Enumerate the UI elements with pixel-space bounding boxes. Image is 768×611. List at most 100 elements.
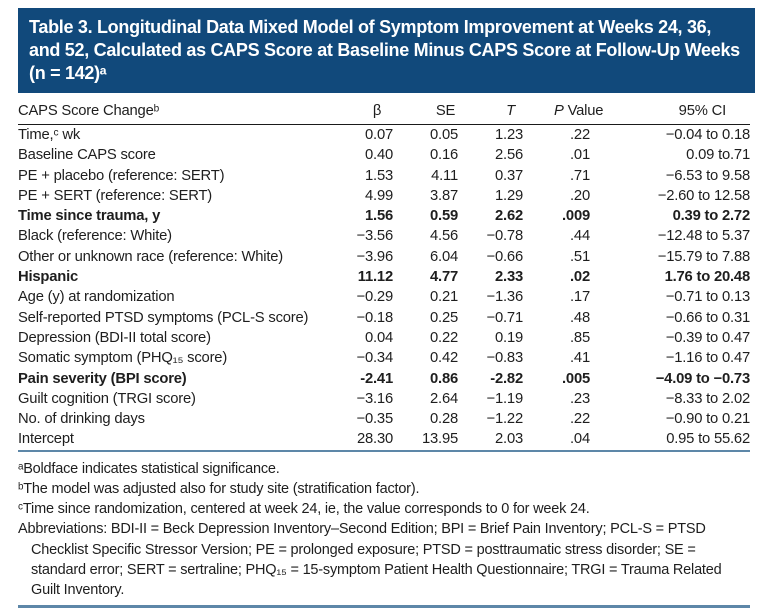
cell-t: −1.36 <box>486 289 524 306</box>
cell-t: −0.71 <box>486 309 524 326</box>
cell-p: .23 <box>570 390 590 407</box>
table-header: CAPS Score Changeᵇ β SE T P Value 95% CI <box>18 101 750 125</box>
cell-ci: −0.66 to 0.31 <box>665 309 750 326</box>
cell-p: .44 <box>570 228 590 245</box>
cell-t: −0.83 <box>486 350 524 367</box>
cell-ci: −2.60 to 12.58 <box>657 187 750 204</box>
cell-beta: −0.34 <box>356 350 394 367</box>
table-row: Time since trauma, y 1.56 0.59 2.62 .009 0.39… <box>18 206 750 226</box>
cell-label: Baseline CAPS score <box>18 147 156 164</box>
cell-se: 6.04 <box>430 248 458 265</box>
cell-beta: −3.56 <box>356 228 394 245</box>
cell-ci: −0.90 to 0.21 <box>665 411 750 428</box>
cell-t: 2.33 <box>495 269 523 286</box>
cell-se: 3.87 <box>430 187 458 204</box>
cell-p: .20 <box>570 187 590 204</box>
cell-p: .01 <box>570 147 590 164</box>
cell-p: .71 <box>570 167 590 184</box>
table-row: Other or unknown race (reference: White)… <box>18 247 750 267</box>
cell-ci: 0.09 to.71 <box>686 147 750 164</box>
table-row: Somatic symptom (PHQ₁₅ score) −0.34 0.42 −0… <box>18 348 750 368</box>
cell-se: 4.11 <box>431 167 458 184</box>
cell-ci: −0.71 to 0.13 <box>665 289 750 306</box>
cell-ci: −8.33 to 2.02 <box>665 390 750 407</box>
cell-se: 0.42 <box>430 350 458 367</box>
cell-beta: 0.40 <box>365 147 393 164</box>
cell-p: .04 <box>570 431 590 448</box>
cell-t: 2.03 <box>495 431 523 448</box>
cell-label: Self-reported PTSD symptoms (PCL-S score… <box>18 309 309 326</box>
footnote-abbreviations: Abbreviations: BDI-II = Beck Depression … <box>18 521 722 598</box>
footnote-a: ᵃBoldface indicates statistical signific… <box>18 460 280 477</box>
cell-beta: −3.96 <box>356 248 394 265</box>
cell-t: −0.66 <box>486 248 524 265</box>
footnotes: ᵃBoldface indicates statistical signific… <box>18 459 750 600</box>
cell-beta: 28.30 <box>356 431 393 448</box>
cell-t: −1.19 <box>486 390 524 407</box>
cell-beta: 1.53 <box>365 167 393 184</box>
cell-beta: −0.18 <box>356 309 394 326</box>
cell-label: Guilt cognition (TRGI score) <box>18 390 196 407</box>
cell-beta: -2.41 <box>360 370 393 387</box>
cell-label: Depression (BDI-II total score) <box>18 329 211 346</box>
cell-t: −0.78 <box>486 228 524 245</box>
cell-label: Time,ᶜ wk <box>18 127 81 143</box>
cell-ci: −12.48 to 5.37 <box>657 228 750 245</box>
col-header-se: SE <box>435 103 456 119</box>
header-row: CAPS Score Changeᵇ β SE T P Value 95% CI <box>18 101 750 125</box>
cell-se: 0.28 <box>430 411 458 428</box>
cell-label: Other or unknown race (reference: White) <box>18 248 284 265</box>
cell-se: 0.21 <box>430 289 458 306</box>
cell-se: 0.59 <box>430 208 458 225</box>
cell-t: -2.82 <box>490 370 523 387</box>
cell-ci: −0.39 to 0.47 <box>665 329 750 346</box>
cell-label: Pain severity (BPI score) <box>18 370 187 387</box>
cell-t: 0.19 <box>495 329 523 346</box>
cell-se: 0.05 <box>430 127 458 143</box>
cell-label: Intercept <box>18 431 74 448</box>
cell-p: .009 <box>562 208 590 225</box>
cell-label: No. of drinking days <box>18 411 145 428</box>
table-title: Table 3. Longitudinal Data Mixed Model o… <box>18 8 755 93</box>
cell-beta: −3.16 <box>356 390 394 407</box>
mixed-model-table: CAPS Score Changeᵇ β SE T P Value 95% CI… <box>18 101 750 452</box>
table-row: Guilt cognition (TRGI score) −3.16 2.64 −1.… <box>18 389 750 409</box>
table-row: Age (y) at randomization −0.29 0.21 −1.36 .1… <box>18 287 750 307</box>
cell-p: .85 <box>570 329 590 346</box>
cell-p: .51 <box>570 248 590 265</box>
col-header-beta: β <box>372 103 382 119</box>
bottom-rule <box>18 605 750 609</box>
table-row: Self-reported PTSD symptoms (PCL-S score… <box>18 308 750 328</box>
cell-se: 0.16 <box>430 147 458 164</box>
cell-label: Time since trauma, y <box>18 208 161 225</box>
cell-p: .17 <box>570 289 590 306</box>
cell-beta: −0.29 <box>356 289 394 306</box>
cell-p: .22 <box>570 127 590 143</box>
table-row: Pain severity (BPI score) -2.41 0.86 -2.82.… <box>18 369 750 389</box>
table-row: Intercept 28.30 13.95 2.03 .04 0.95 to 55.62 <box>18 429 750 450</box>
cell-label: PE + placebo (reference: SERT) <box>18 167 225 184</box>
cell-p: .22 <box>570 411 590 428</box>
footnote-c: ᶜTime since randomization, centered at w… <box>18 501 590 518</box>
cell-p: .02 <box>570 269 590 286</box>
cell-beta: 1.56 <box>365 208 393 225</box>
cell-ci: −0.04 to 0.18 <box>665 127 750 143</box>
cell-se: 0.86 <box>430 370 458 387</box>
cell-ci: −1.16 to 0.47 <box>665 350 750 367</box>
cell-ci: −6.53 to 9.58 <box>665 167 750 184</box>
table-row: PE + SERT (reference: SERT) 4.99 3.87 1.29.… <box>18 186 750 206</box>
cell-se: 0.25 <box>430 309 458 326</box>
cell-t: 0.37 <box>495 167 523 184</box>
cell-beta: 0.07 <box>365 127 393 143</box>
cell-t: −1.22 <box>486 411 524 428</box>
cell-se: 2.64 <box>430 390 458 407</box>
cell-label: Somatic symptom (PHQ₁₅ score) <box>18 350 228 367</box>
table-row: Time,ᶜ wk 0.07 0.05 1.23 .22 −0.04 to 0.18 <box>18 125 750 146</box>
col-header-p-value: P Value <box>554 103 604 119</box>
footnote-b: ᵇThe model was adjusted also for study s… <box>18 480 420 497</box>
cell-t: 1.29 <box>495 187 523 204</box>
cell-beta: 4.99 <box>365 187 393 204</box>
cell-se: 4.56 <box>430 228 458 245</box>
cell-beta: 11.12 <box>357 269 393 286</box>
